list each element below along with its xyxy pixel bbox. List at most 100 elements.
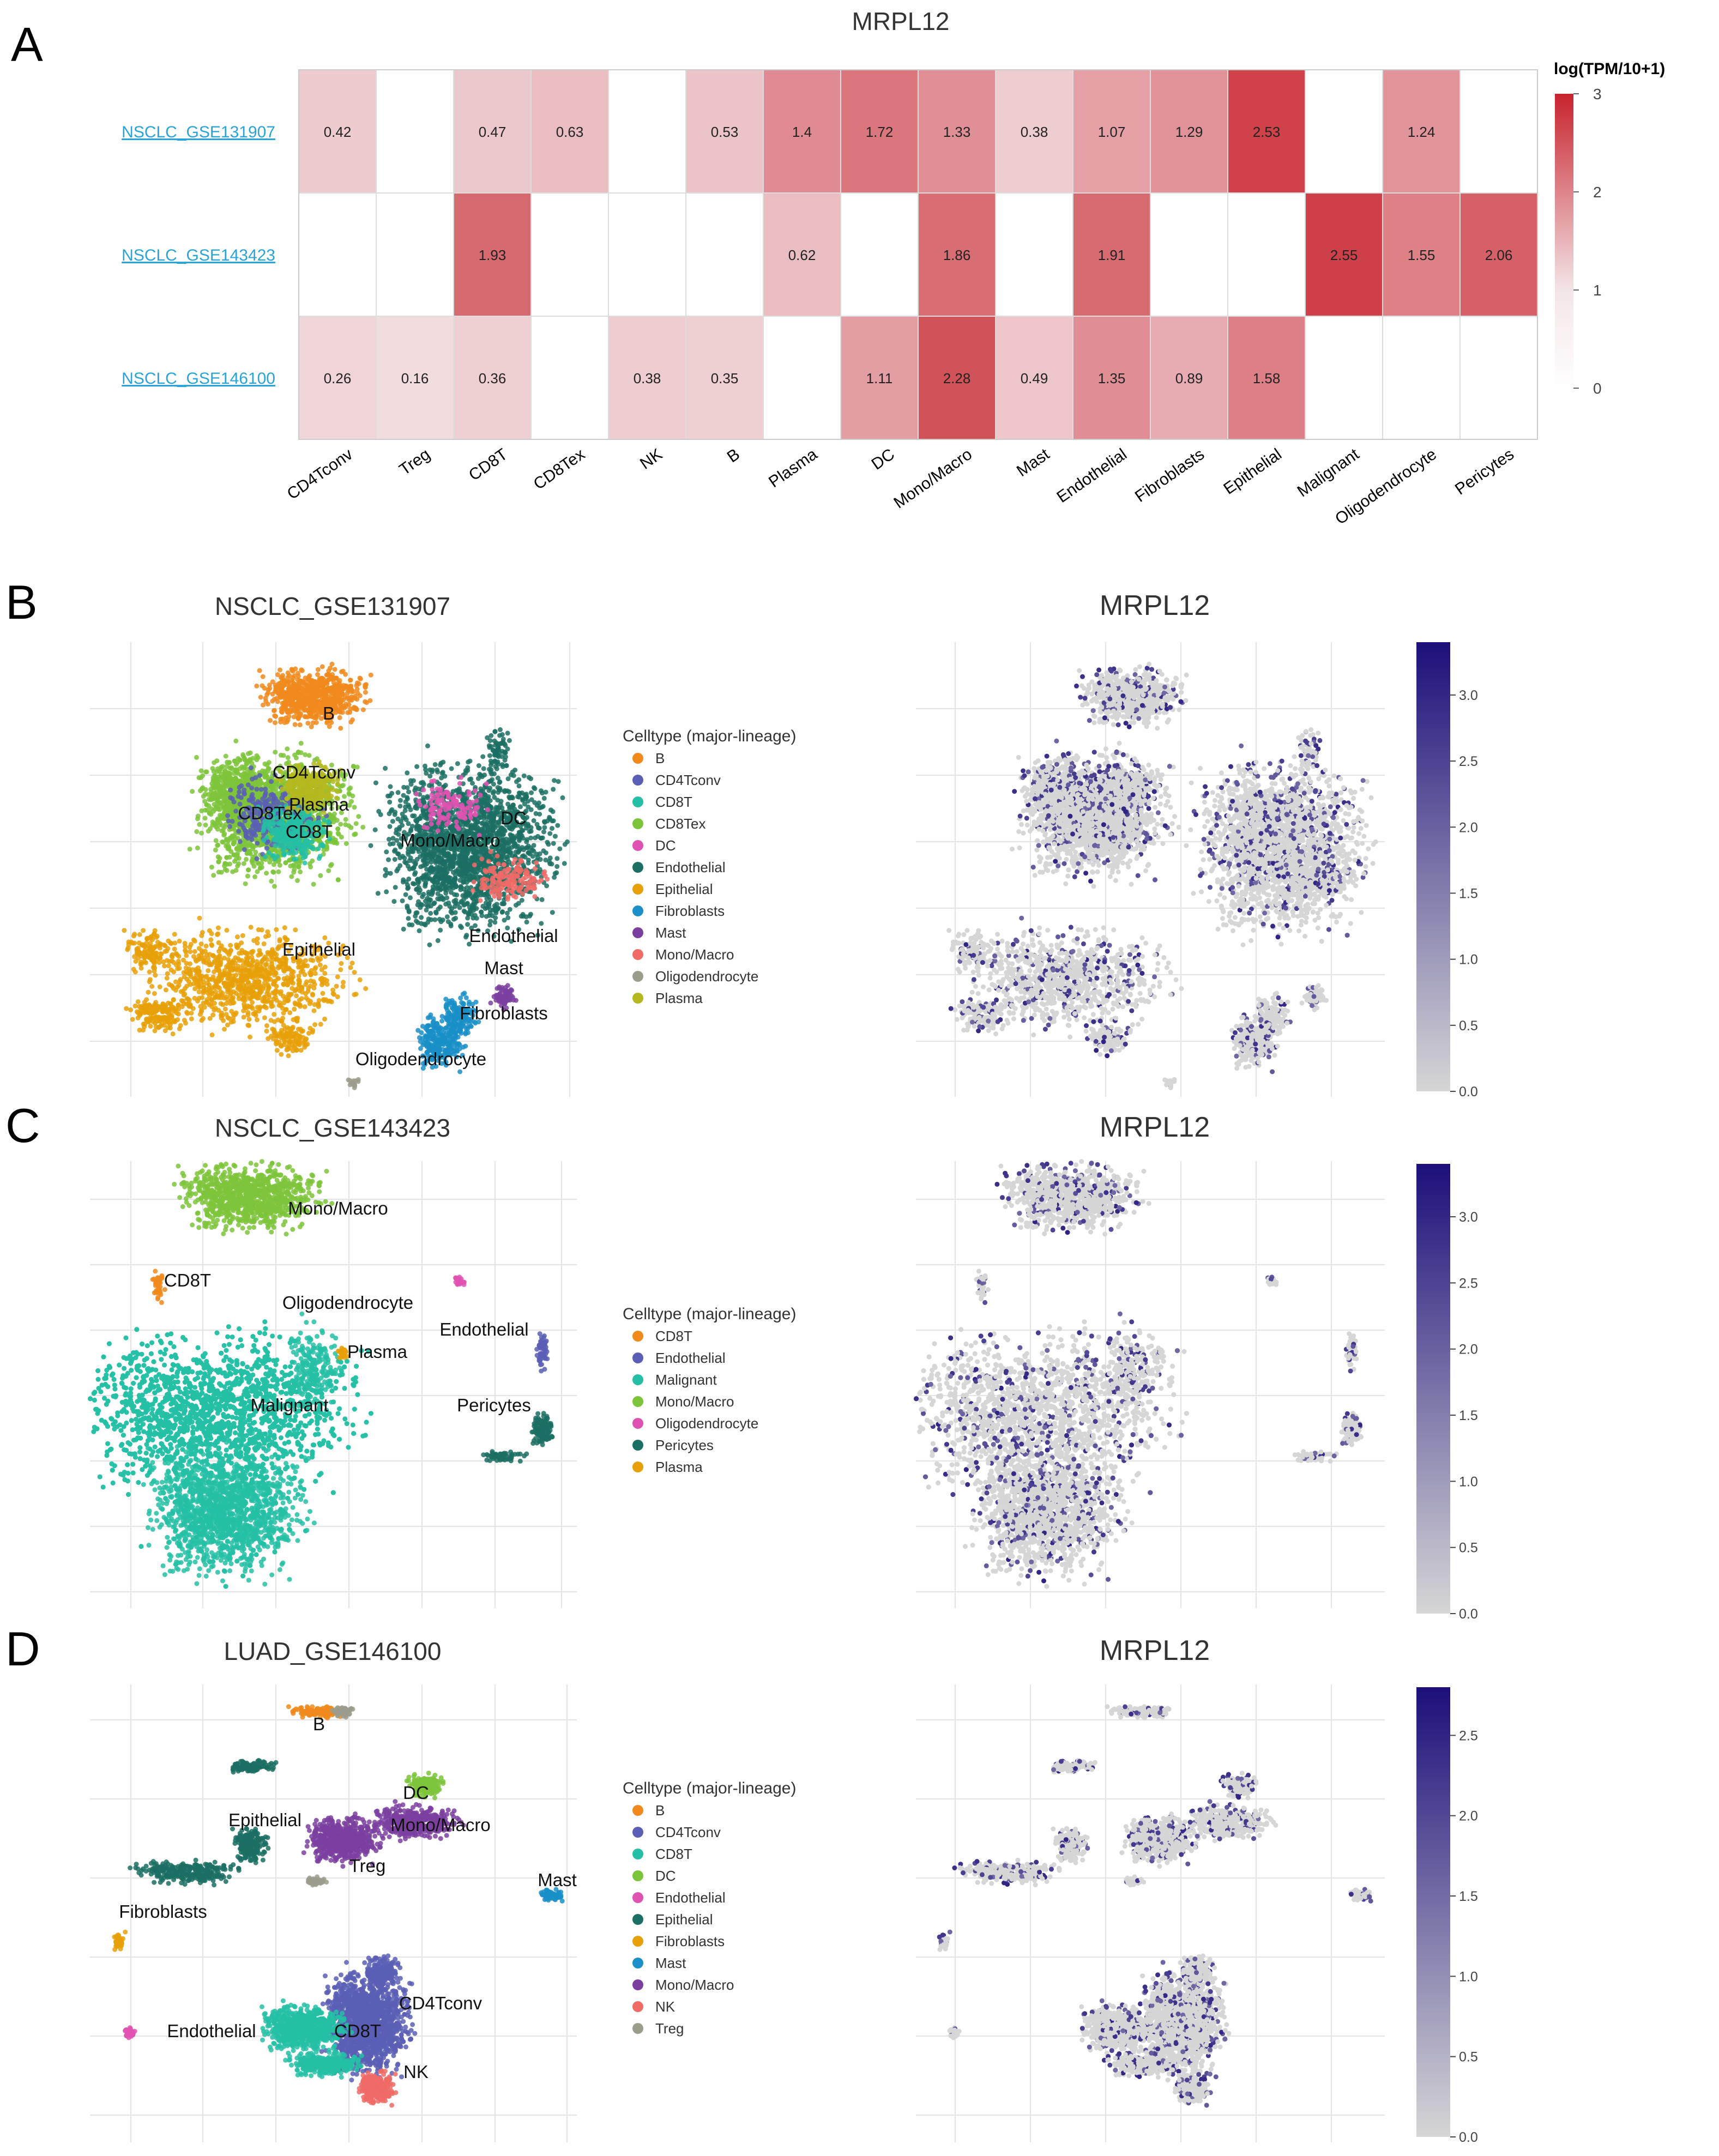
heatmap-column-label: DC	[868, 445, 898, 474]
cell-point	[519, 914, 524, 919]
heatmap-cell	[608, 193, 686, 316]
cell-point	[406, 789, 411, 794]
heatmap-cell-value: 1.86	[943, 247, 971, 263]
cell-point	[391, 899, 396, 904]
cell-point	[496, 785, 500, 790]
heatmap-cell-value: 1.33	[943, 124, 971, 140]
cell-point	[392, 849, 397, 854]
cell-point	[500, 910, 505, 915]
cell-point	[390, 819, 395, 824]
heatmap-cell	[1460, 316, 1537, 439]
cell-point	[514, 903, 518, 908]
heatmap-column-label: B	[724, 445, 743, 467]
cell-point	[551, 787, 556, 792]
cell-point	[555, 823, 560, 828]
heatmap-colorbar	[1555, 94, 1573, 388]
cell-point	[423, 862, 428, 867]
heatmap-cell	[1228, 193, 1305, 316]
heatmap-cell-value: 0.38	[1021, 124, 1048, 140]
panel-label: B	[5, 575, 38, 629]
heatmap-cell-value: 0.62	[788, 247, 816, 263]
cell-point	[406, 916, 411, 921]
heatmap-cell-value: 1.35	[1098, 370, 1126, 386]
cell-point	[458, 923, 463, 928]
cell-point	[378, 812, 383, 817]
heatmap-cell-value: 1.58	[1253, 370, 1281, 386]
cell-point	[529, 790, 534, 795]
heatmap-cell	[1150, 193, 1228, 316]
cell-point	[393, 857, 397, 862]
panel-label-a: A	[11, 17, 43, 71]
cell-point	[425, 920, 430, 925]
heatmap-cell-value: 1.4	[792, 124, 812, 140]
heatmap-cell-value: 0.36	[479, 370, 506, 386]
cell-point	[400, 898, 405, 903]
cell-point	[522, 774, 527, 778]
cell-point	[369, 843, 373, 848]
cell-point	[383, 766, 388, 771]
heatmap-title: MRPL12	[852, 7, 950, 35]
cell-point	[397, 804, 402, 808]
cell-point	[398, 798, 403, 803]
heatmap-cell-value: 1.29	[1175, 124, 1203, 140]
umap-panel-b: B NSCLC_GSE131907 MRPL12BCD4TconvPlasmaCD8…	[5, 575, 1478, 1100]
cell-point	[383, 873, 388, 878]
heatmap-cell	[531, 316, 608, 439]
heatmap-column-label: NK	[637, 445, 666, 473]
heatmap-column-label: CD8Tex	[530, 445, 588, 493]
heatmap-cell-value: 2.06	[1485, 247, 1513, 263]
cell-point	[419, 915, 424, 920]
heatmap-cell-value: 0.42	[324, 124, 352, 140]
cell-point	[535, 803, 540, 808]
feature-plot-title: MRPL12	[1100, 590, 1210, 621]
cell-point	[492, 920, 497, 925]
cell-point	[560, 795, 565, 800]
cell-point	[414, 764, 419, 769]
heatmap-column-label: Plasma	[765, 445, 821, 492]
cell-point	[396, 790, 401, 795]
cell-point	[463, 934, 468, 939]
heatmap-cell-value: 0.16	[401, 370, 429, 386]
cell-point	[387, 837, 391, 842]
heatmap-cell	[608, 70, 686, 193]
heatmap-legend-title: log(TPM/10+1)	[1554, 60, 1665, 78]
heatmap-column-labels: CD4Tconv Treg CD8T CD8Tex NK B Plasma DCMono/Ma…	[284, 445, 1517, 528]
cell-point	[524, 920, 529, 925]
heatmap-cell	[1305, 316, 1383, 439]
cell-point	[459, 885, 463, 890]
cell-point	[554, 864, 559, 869]
cell-point	[480, 754, 485, 759]
heatmap-cell	[1460, 70, 1537, 193]
cell-point	[388, 842, 393, 847]
cell-point	[388, 784, 393, 789]
cell-point	[387, 800, 392, 805]
heatmap-row-labels: NSCLC_GSE131907NSCLC_GSE143423NSCLC_GSE1…	[122, 123, 275, 388]
cell-point	[373, 781, 378, 786]
cell-point	[449, 766, 454, 771]
cell-point	[540, 897, 545, 902]
cell-point	[535, 822, 540, 827]
heatmap-column-label: CD8T	[466, 445, 511, 485]
cell-point	[423, 764, 427, 769]
heatmap-column-label: Malignant	[1294, 445, 1363, 500]
heatmap-row-label: NSCLC_GSE146100	[122, 370, 275, 388]
heatmap-cell	[686, 193, 763, 316]
cell-point	[517, 783, 522, 788]
cell-point	[438, 928, 443, 933]
cell-point	[373, 828, 378, 832]
cell-point	[563, 842, 568, 847]
cell-point	[542, 825, 547, 830]
cell-point	[388, 824, 393, 829]
heatmap-column-label: Treg	[396, 445, 433, 479]
heatmap-cell-value: 0.35	[711, 370, 739, 386]
heatmap-cell	[299, 193, 376, 316]
heatmap-cell-value: 2.28	[943, 370, 971, 386]
heatmap-colorbar-tick-label: 3	[1593, 86, 1602, 102]
cell-point	[455, 761, 460, 766]
cell-point	[463, 768, 468, 773]
heatmap-cell-value: 0.89	[1175, 370, 1203, 386]
cell-point	[545, 840, 550, 845]
heatmap-cells: 0.42 0.47 0.63 0.53 1.4 1.72 1.33 0.38 1.07 1.29 2…	[299, 70, 1537, 439]
heatmap-cell-value: 0.53	[711, 124, 739, 140]
